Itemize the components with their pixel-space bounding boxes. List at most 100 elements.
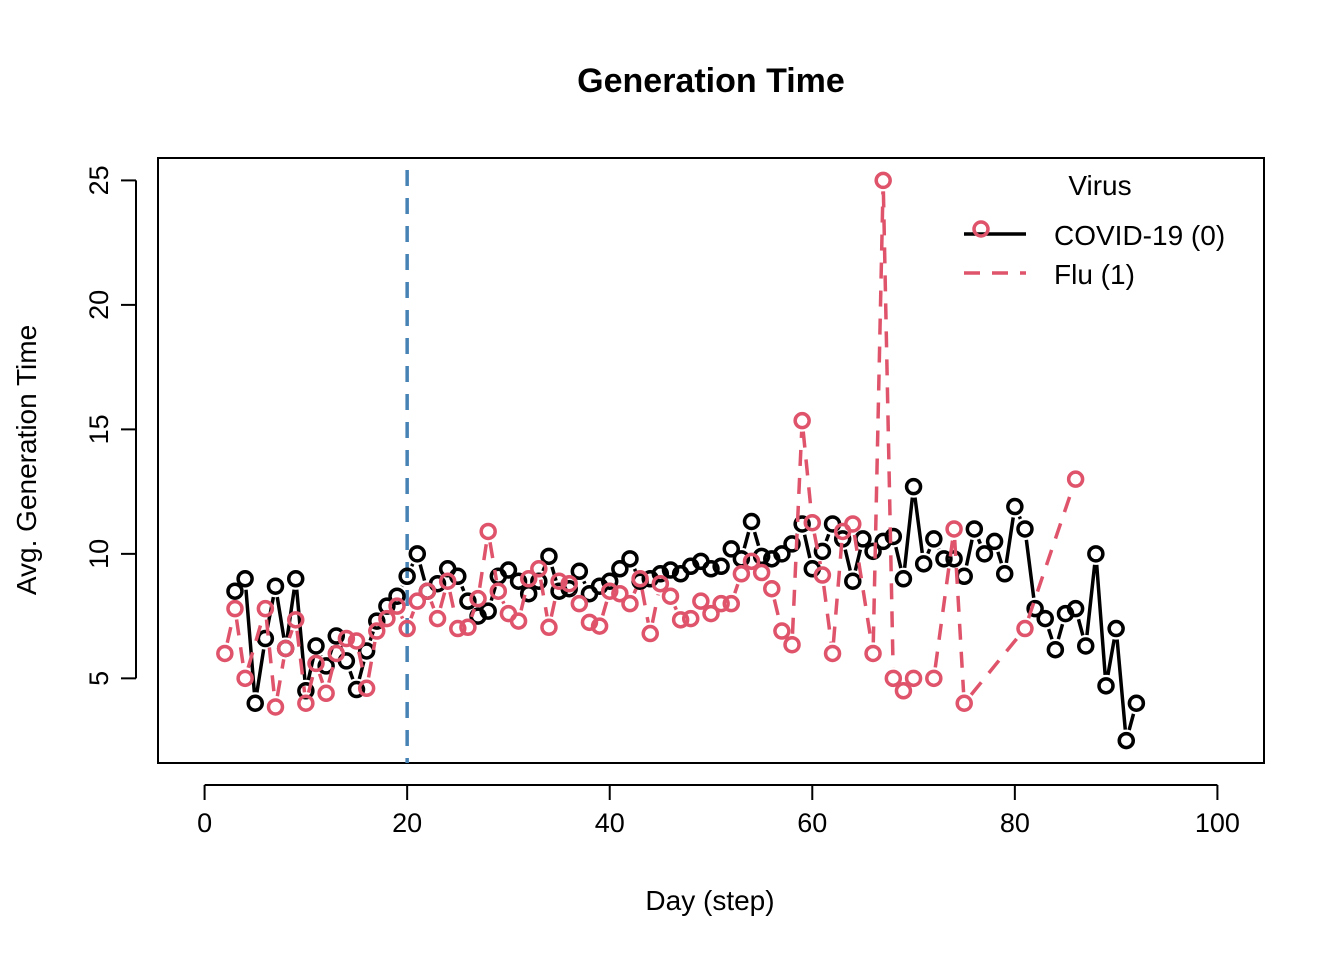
data-point	[712, 594, 730, 613]
data-point	[651, 574, 670, 593]
data-point	[965, 520, 984, 538]
data-point	[702, 560, 720, 578]
data-point	[368, 622, 386, 640]
data-point	[874, 171, 892, 190]
data-point	[307, 637, 325, 655]
data-point	[793, 515, 811, 533]
data-point	[844, 515, 862, 533]
data-point	[894, 570, 913, 588]
data-point	[803, 513, 822, 532]
data-point	[611, 560, 629, 578]
data-point	[864, 542, 882, 561]
data-point	[611, 584, 629, 603]
data-point	[600, 582, 619, 600]
x-axis: 0 20 40 60 80 100	[197, 784, 1240, 838]
data-point	[692, 592, 710, 610]
data-point	[975, 545, 994, 563]
data-point	[398, 567, 416, 586]
y-axis-label: Avg. Generation Time	[11, 325, 42, 595]
chart-title: Generation Time	[577, 62, 845, 100]
data-point	[286, 570, 305, 588]
data-point	[489, 582, 508, 600]
legend-title: Virus	[1068, 170, 1131, 201]
data-point	[681, 609, 700, 628]
data-point	[398, 619, 416, 638]
data-point	[925, 530, 943, 548]
data-point	[347, 632, 366, 650]
x-tick-label: 100	[1195, 808, 1240, 838]
data-point	[1026, 599, 1044, 618]
x-tick-label: 0	[197, 808, 212, 838]
data-point	[388, 597, 406, 615]
data-point	[459, 618, 477, 637]
data-point	[884, 527, 903, 546]
data-point	[752, 563, 771, 582]
data-point	[884, 669, 903, 688]
data-point	[317, 684, 335, 703]
data-point	[925, 669, 943, 688]
data-point	[327, 644, 346, 663]
data-point	[530, 560, 548, 578]
data-point	[256, 599, 275, 618]
data-point	[1066, 599, 1085, 618]
data-point	[1016, 520, 1034, 538]
data-point	[317, 657, 335, 675]
x-tick-label: 80	[1000, 808, 1030, 838]
data-point	[449, 619, 467, 638]
data-point	[844, 572, 862, 590]
data-point	[955, 694, 973, 712]
data-point	[519, 570, 538, 588]
data-point	[904, 669, 923, 688]
series-flu	[216, 171, 1085, 716]
x-axis-label: Day (step)	[645, 885, 774, 916]
data-point	[722, 540, 741, 558]
y-axis: 5 10 15 20 25	[84, 165, 137, 686]
data-point	[773, 622, 791, 640]
data-point	[226, 599, 244, 618]
data-point	[418, 582, 437, 600]
data-point	[904, 477, 923, 496]
data-point	[469, 589, 487, 608]
data-point	[914, 555, 933, 573]
data-point	[479, 522, 497, 541]
series-covid	[226, 477, 1146, 750]
data-point	[864, 644, 882, 663]
data-point	[621, 550, 639, 568]
legend-covid-marker	[972, 220, 990, 238]
data-point	[540, 618, 558, 637]
legend: Virus COVID-19 (0) Flu (1)	[964, 170, 1225, 290]
data-point	[1127, 694, 1146, 712]
data-point	[266, 698, 285, 716]
data-point	[631, 570, 649, 588]
data-point	[590, 617, 609, 635]
series-layer	[216, 171, 1146, 750]
data-point	[509, 612, 528, 630]
data-point	[763, 579, 781, 598]
data-point	[580, 613, 599, 632]
data-point	[732, 565, 751, 583]
data-point	[1046, 640, 1065, 659]
data-point	[1036, 609, 1054, 628]
data-point	[1006, 497, 1024, 516]
data-point	[722, 594, 741, 613]
data-point	[995, 565, 1014, 583]
data-point	[783, 535, 801, 553]
data-point	[1066, 470, 1085, 488]
data-point	[985, 532, 1004, 551]
data-point	[286, 611, 305, 629]
data-point	[357, 679, 376, 698]
y-tick-label: 10	[84, 539, 114, 569]
data-point	[1016, 619, 1034, 638]
data-point	[813, 542, 832, 561]
data-point	[1076, 637, 1095, 655]
data-point	[388, 587, 406, 605]
data-point	[216, 644, 234, 663]
data-point	[823, 644, 842, 663]
data-point	[793, 411, 811, 430]
data-point	[671, 611, 690, 629]
y-tick-label: 25	[84, 165, 114, 195]
series-line	[244, 497, 1136, 731]
legend-flu-label: Flu (1)	[1054, 259, 1135, 290]
data-point	[378, 609, 396, 628]
legend-covid-label: COVID-19 (0)	[1054, 220, 1225, 251]
